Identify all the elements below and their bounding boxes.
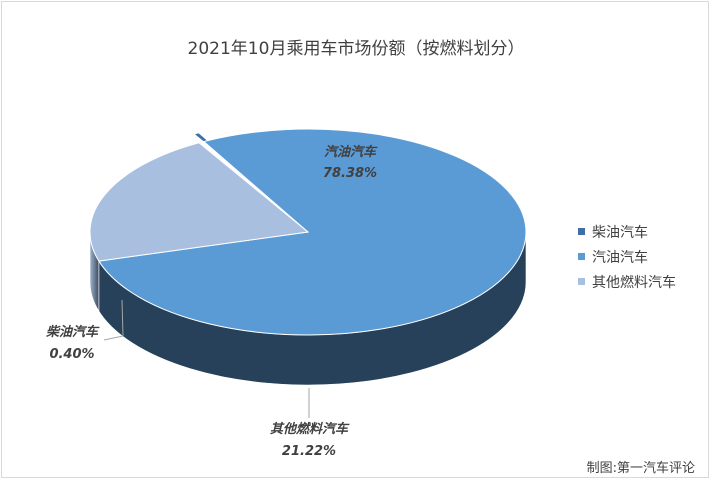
legend-item[interactable]: 柴油汽车 — [578, 219, 676, 244]
legend-swatch — [578, 253, 585, 260]
legend-label: 柴油汽车 — [592, 224, 648, 241]
leader-line — [103, 299, 124, 341]
legend-swatch — [578, 278, 585, 285]
data-label-category: 汽油汽车 — [324, 144, 378, 160]
legend-label: 汽油汽车 — [592, 249, 648, 266]
legend-label: 其他燃料汽车 — [592, 274, 676, 291]
data-label-value: 21.22% — [282, 444, 336, 459]
data-label-value: 0.40% — [49, 347, 94, 362]
data-label-value: 78.38% — [323, 166, 377, 181]
legend-item[interactable]: 汽油汽车 — [578, 244, 676, 269]
data-label-category: 柴油汽车 — [45, 324, 100, 340]
credit-text: 制图:第一汽车评论 — [586, 461, 695, 476]
legend-swatch — [578, 228, 585, 235]
pie-slice[interactable] — [89, 142, 310, 262]
pie-slice[interactable] — [98, 128, 527, 336]
legend: 柴油汽车 汽油汽车 其他燃料汽车 — [578, 219, 676, 294]
legend-item[interactable]: 其他燃料汽车 — [578, 269, 676, 294]
data-label-category: 其他燃料汽车 — [270, 421, 350, 437]
chart-title: 2021年10月乘用车市场份额（按燃料划分） — [187, 39, 525, 59]
